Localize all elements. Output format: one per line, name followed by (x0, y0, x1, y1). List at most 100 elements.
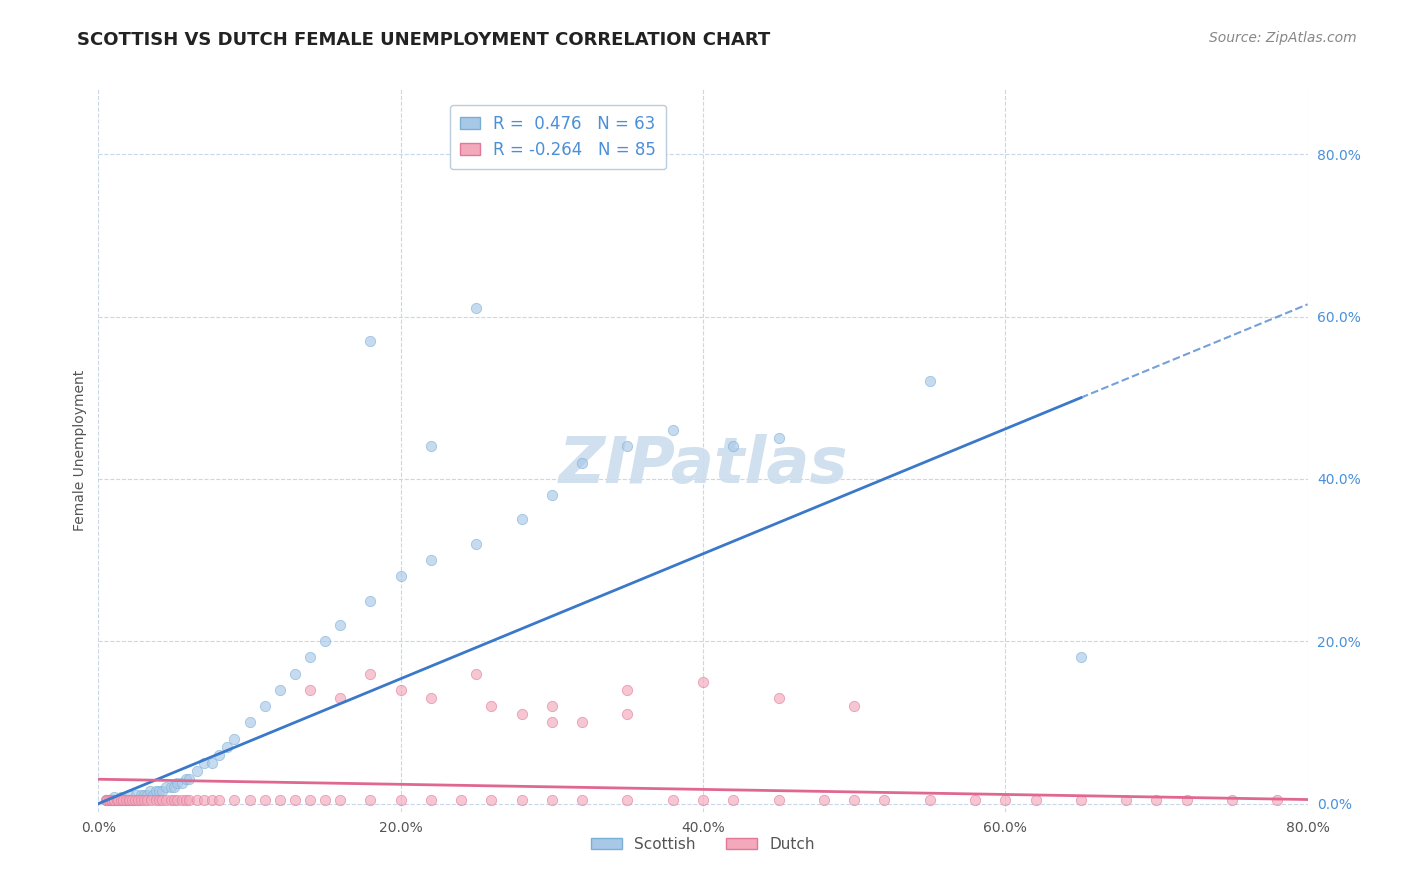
Point (174, 792, 197, 806)
Point (160, 780, 183, 795)
Point (616, 439, 638, 453)
Point (166, 792, 188, 806)
Point (118, 789, 141, 803)
Point (299, 650, 322, 665)
Point (139, 784, 162, 798)
Point (481, 792, 503, 806)
Point (208, 747, 231, 762)
Point (844, 699, 866, 714)
Point (1115, 792, 1137, 806)
Point (540, 792, 562, 806)
Point (166, 776, 188, 790)
Point (114, 792, 136, 806)
Point (101, 792, 124, 806)
Point (299, 792, 322, 806)
Text: Source: ZipAtlas.com: Source: ZipAtlas.com (1209, 31, 1357, 45)
Point (420, 792, 443, 806)
Point (465, 301, 488, 316)
Point (1070, 792, 1092, 806)
Point (224, 792, 246, 806)
Point (145, 792, 167, 806)
Point (284, 666, 307, 681)
Point (170, 776, 193, 790)
Point (1070, 650, 1092, 665)
Point (215, 739, 238, 754)
Point (132, 789, 155, 803)
Point (163, 792, 186, 806)
Point (540, 715, 562, 730)
Point (239, 715, 262, 730)
Point (110, 792, 132, 806)
Point (329, 618, 352, 632)
Point (420, 691, 443, 706)
Point (129, 789, 152, 803)
Point (269, 792, 291, 806)
Point (125, 789, 148, 803)
Point (299, 682, 322, 697)
Point (118, 792, 141, 806)
Point (616, 707, 638, 722)
Point (389, 792, 412, 806)
Point (465, 537, 488, 551)
Point (723, 792, 745, 806)
Point (103, 792, 125, 806)
Point (141, 792, 163, 806)
Point (510, 512, 533, 526)
Point (918, 375, 941, 389)
Point (224, 731, 246, 746)
Point (314, 634, 336, 648)
Point (918, 792, 941, 806)
Point (111, 792, 134, 806)
Point (107, 792, 129, 806)
Point (994, 792, 1017, 806)
Point (844, 792, 866, 806)
Point (114, 792, 136, 806)
Point (150, 792, 173, 806)
Point (540, 488, 562, 502)
Point (94, 792, 117, 806)
Point (768, 792, 790, 806)
Point (253, 699, 276, 714)
Point (965, 792, 987, 806)
Point (100, 792, 122, 806)
Point (571, 715, 593, 730)
Point (179, 772, 201, 787)
Point (692, 674, 714, 689)
Point (193, 792, 215, 806)
Point (186, 792, 208, 806)
Point (1144, 792, 1167, 806)
Point (571, 456, 593, 470)
Point (107, 792, 129, 806)
Point (1024, 792, 1046, 806)
Point (179, 792, 201, 806)
Point (314, 792, 336, 806)
Point (148, 792, 170, 806)
Point (186, 764, 208, 778)
Point (111, 792, 134, 806)
Point (132, 792, 155, 806)
Point (616, 682, 638, 697)
Point (813, 792, 835, 806)
Point (145, 784, 167, 798)
Point (360, 593, 382, 607)
Point (208, 792, 231, 806)
Point (110, 790, 132, 805)
Point (873, 792, 896, 806)
Point (360, 666, 382, 681)
Point (239, 792, 262, 806)
Point (142, 789, 165, 803)
Point (269, 682, 291, 697)
Point (155, 780, 177, 795)
Point (101, 792, 124, 806)
Point (692, 792, 714, 806)
Point (540, 699, 562, 714)
Point (193, 756, 215, 770)
Point (768, 691, 790, 706)
Point (450, 792, 472, 806)
Point (420, 553, 443, 567)
Point (105, 792, 128, 806)
Point (768, 431, 790, 445)
Y-axis label: Female Unemployment: Female Unemployment (73, 370, 87, 531)
Point (329, 792, 352, 806)
Point (155, 792, 177, 806)
